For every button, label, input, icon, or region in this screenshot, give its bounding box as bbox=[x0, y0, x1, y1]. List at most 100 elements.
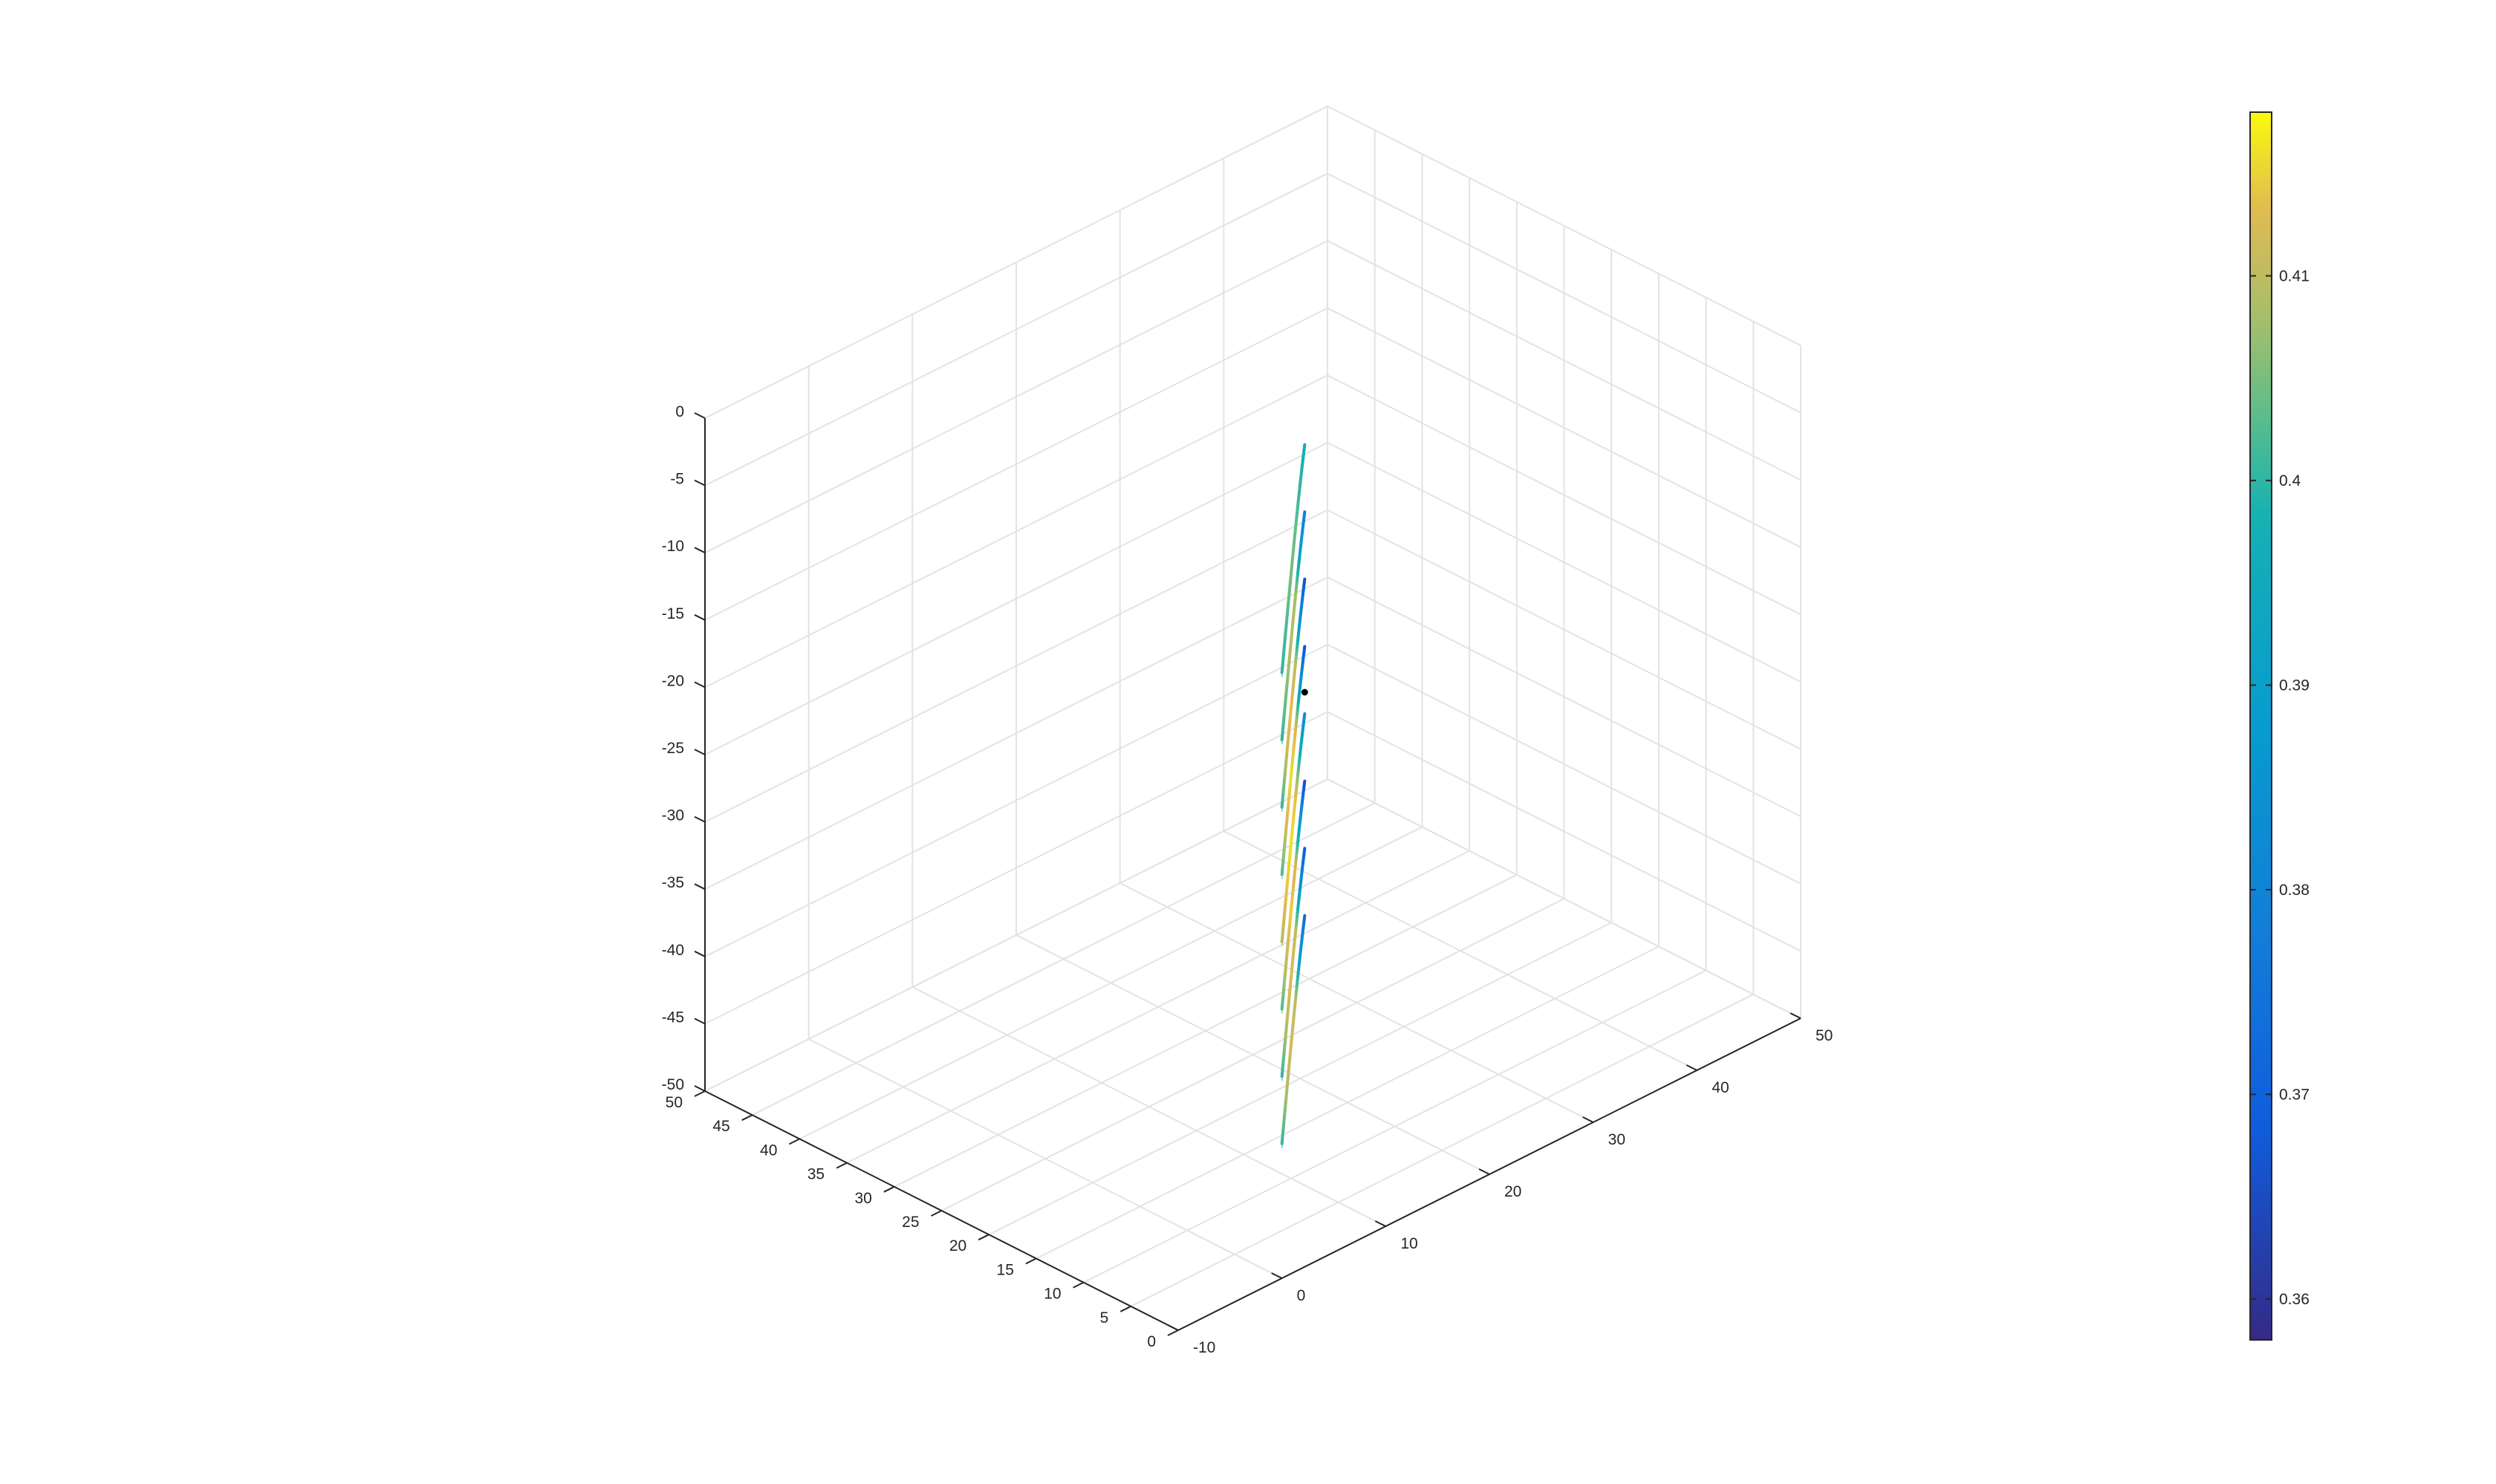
series-segment-shadow bbox=[1285, 896, 1287, 901]
series-segment-shadow bbox=[1293, 550, 1295, 556]
series-segment-shadow bbox=[1281, 937, 1284, 943]
series-segment-shadow bbox=[1285, 761, 1287, 767]
series-segment-shadow bbox=[1288, 931, 1290, 936]
series-segment-shadow bbox=[1287, 670, 1290, 674]
series-segment-shadow bbox=[1287, 678, 1289, 683]
z-tick-label: -5 bbox=[670, 471, 684, 488]
series-segment-shadow bbox=[1293, 611, 1296, 615]
series-segment-shadow bbox=[1281, 803, 1284, 808]
series-segment-shadow bbox=[1300, 541, 1302, 546]
series-segment-shadow bbox=[1283, 715, 1285, 720]
colorbar: 0.36 0.37 0.38 0.39 0.4 0.41 bbox=[2249, 111, 2310, 1341]
series-segment-shadow bbox=[1291, 1033, 1293, 1038]
series-segment-shadow bbox=[1291, 562, 1293, 567]
series-segment-shadow bbox=[1299, 556, 1301, 560]
series-segment-shadow bbox=[1300, 609, 1302, 614]
series-segment-shadow bbox=[1288, 729, 1290, 734]
series-segment-shadow bbox=[1296, 913, 1299, 917]
series-segment-shadow bbox=[1297, 640, 1299, 645]
series-segment-shadow bbox=[1302, 865, 1304, 869]
series-segment-shadow bbox=[1293, 943, 1296, 948]
series-segment-shadow bbox=[1296, 846, 1299, 850]
series-segment-shadow bbox=[1293, 543, 1296, 547]
series-segment-shadow bbox=[1284, 972, 1287, 977]
y-tick-mark bbox=[1073, 1281, 1085, 1289]
series-segment-shadow bbox=[1293, 618, 1295, 622]
z-tick-label: 0 bbox=[675, 403, 684, 420]
series-segment-shadow bbox=[1290, 642, 1293, 646]
series-segment-shadow bbox=[1293, 883, 1295, 888]
series-segment-shadow bbox=[1293, 876, 1296, 880]
series-segment-shadow bbox=[1288, 1002, 1290, 1007]
grid-layer bbox=[704, 105, 1801, 1331]
series-segment-shadow bbox=[1287, 1006, 1290, 1011]
series-segment-shadow bbox=[1299, 821, 1301, 825]
series-segment-shadow bbox=[1282, 795, 1284, 800]
grid-line bbox=[1327, 643, 1801, 885]
series-segment-shadow bbox=[1284, 643, 1286, 648]
y-tick-mark bbox=[836, 1162, 848, 1169]
series-segment-shadow bbox=[1284, 774, 1287, 779]
series-line bbox=[1280, 577, 1307, 812]
series-segment-shadow bbox=[1285, 1102, 1287, 1107]
series-segment-shadow bbox=[1296, 980, 1299, 985]
series-segment-shadow bbox=[1287, 951, 1289, 956]
y-tick-mark bbox=[694, 1090, 706, 1097]
series-segment-shadow bbox=[1298, 562, 1300, 567]
series-segment-shadow bbox=[1290, 780, 1292, 785]
series-segment-shadow bbox=[1296, 651, 1298, 656]
z-tick-label: -15 bbox=[662, 605, 684, 622]
series-segment-shadow bbox=[1291, 1038, 1293, 1042]
series-segment-shadow bbox=[1282, 862, 1284, 867]
series-segment-shadow bbox=[1296, 510, 1299, 514]
z-tick-label: -25 bbox=[662, 740, 684, 757]
series-segment bbox=[1302, 847, 1307, 853]
series-segment-shadow bbox=[1295, 591, 1297, 596]
series-segment-shadow bbox=[1287, 606, 1290, 611]
series-segment-shadow bbox=[1296, 521, 1298, 525]
series-segment-shadow bbox=[1296, 715, 1299, 720]
series-segment-shadow bbox=[1295, 861, 1297, 865]
series-segment-shadow bbox=[1299, 686, 1301, 691]
series-segment-shadow bbox=[1302, 727, 1304, 732]
series-segment-shadow bbox=[1294, 536, 1296, 540]
series-segment-shadow bbox=[1304, 853, 1306, 856]
z-tick-mark bbox=[694, 1018, 706, 1025]
series-segment-shadow bbox=[1294, 602, 1296, 608]
series-segment-shadow bbox=[1302, 529, 1304, 533]
series-segment-shadow bbox=[1301, 666, 1304, 671]
series-segment-shadow bbox=[1290, 839, 1293, 844]
series-segment-shadow bbox=[1301, 936, 1304, 940]
series-segment-shadow bbox=[1301, 734, 1304, 738]
series-segment-shadow bbox=[1284, 976, 1287, 980]
series-segment-shadow bbox=[1302, 525, 1304, 530]
series-segment-shadow bbox=[1287, 813, 1289, 817]
series-segment-shadow bbox=[1281, 664, 1284, 669]
series-segment-shadow bbox=[1287, 884, 1289, 889]
series-segment-shadow bbox=[1296, 790, 1298, 794]
series-segment-shadow bbox=[1290, 570, 1293, 575]
series-segment-shadow bbox=[1301, 464, 1304, 469]
series-segment-shadow bbox=[1296, 584, 1298, 588]
series-segment-shadow bbox=[1290, 847, 1292, 852]
grid-line bbox=[1327, 576, 1801, 818]
series-segment-shadow bbox=[1287, 804, 1290, 809]
series-segment-shadow bbox=[1298, 831, 1300, 836]
series-segment-shadow bbox=[1284, 1115, 1286, 1119]
series-segment-shadow bbox=[1293, 741, 1296, 746]
series-segment-shadow bbox=[1301, 807, 1303, 812]
grid-line bbox=[704, 307, 1328, 621]
x-tick-label: 20 bbox=[1504, 1183, 1521, 1200]
series-segment-shadow bbox=[1295, 793, 1297, 798]
series-segment-shadow bbox=[1293, 820, 1295, 824]
series-segment-shadow bbox=[1293, 812, 1296, 817]
series-segment-shadow bbox=[1290, 713, 1292, 717]
z-tick-mark bbox=[694, 950, 706, 957]
series-segment-shadow bbox=[1293, 677, 1296, 683]
series-segment-shadow bbox=[1281, 1076, 1283, 1081]
grid-line bbox=[1327, 105, 1801, 346]
series-segment-shadow bbox=[1284, 635, 1287, 640]
y-tick-label: 45 bbox=[712, 1118, 729, 1135]
series-segment-shadow bbox=[1299, 828, 1301, 833]
